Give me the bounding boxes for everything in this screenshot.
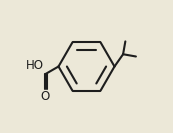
Text: O: O bbox=[41, 90, 50, 103]
Text: HO: HO bbox=[26, 59, 44, 72]
